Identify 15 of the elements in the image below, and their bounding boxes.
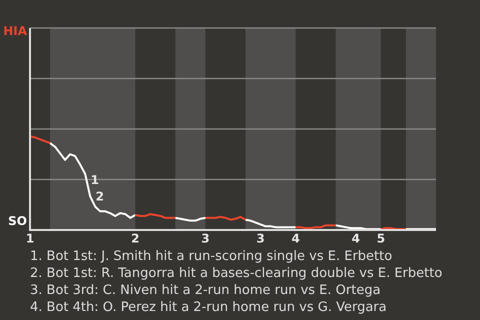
text: 1. Bot 1st: J. Smith hit a run-scoring single vs E. Erbetto (30, 248, 394, 265)
text: 2. Bot 1st: R. Tangorra hit a bases-clearing double vs E. Erbetto (30, 265, 444, 282)
x-tick-label: 3 (201, 231, 210, 246)
text: HIA (3, 24, 28, 38)
x-tick-label: 5 (376, 231, 386, 246)
text: 3. Bot 3rd: C. Niven hit a 2-run home run vs E. Ortega (30, 282, 382, 299)
x-tick-label: 2 (131, 231, 140, 246)
x-tick-label: 4 (352, 231, 360, 246)
annotation: 1 (90, 173, 99, 188)
annotation: 2 (96, 190, 104, 204)
x-tick-label: 1 (26, 231, 34, 246)
x-tick-label: 4 (291, 231, 300, 246)
x-tick-label: 3 (256, 231, 265, 246)
text: 4. Bot 4th: O. Perez hit a 2-run home run vs G. Vergara (30, 299, 388, 316)
text: SO (8, 214, 27, 228)
